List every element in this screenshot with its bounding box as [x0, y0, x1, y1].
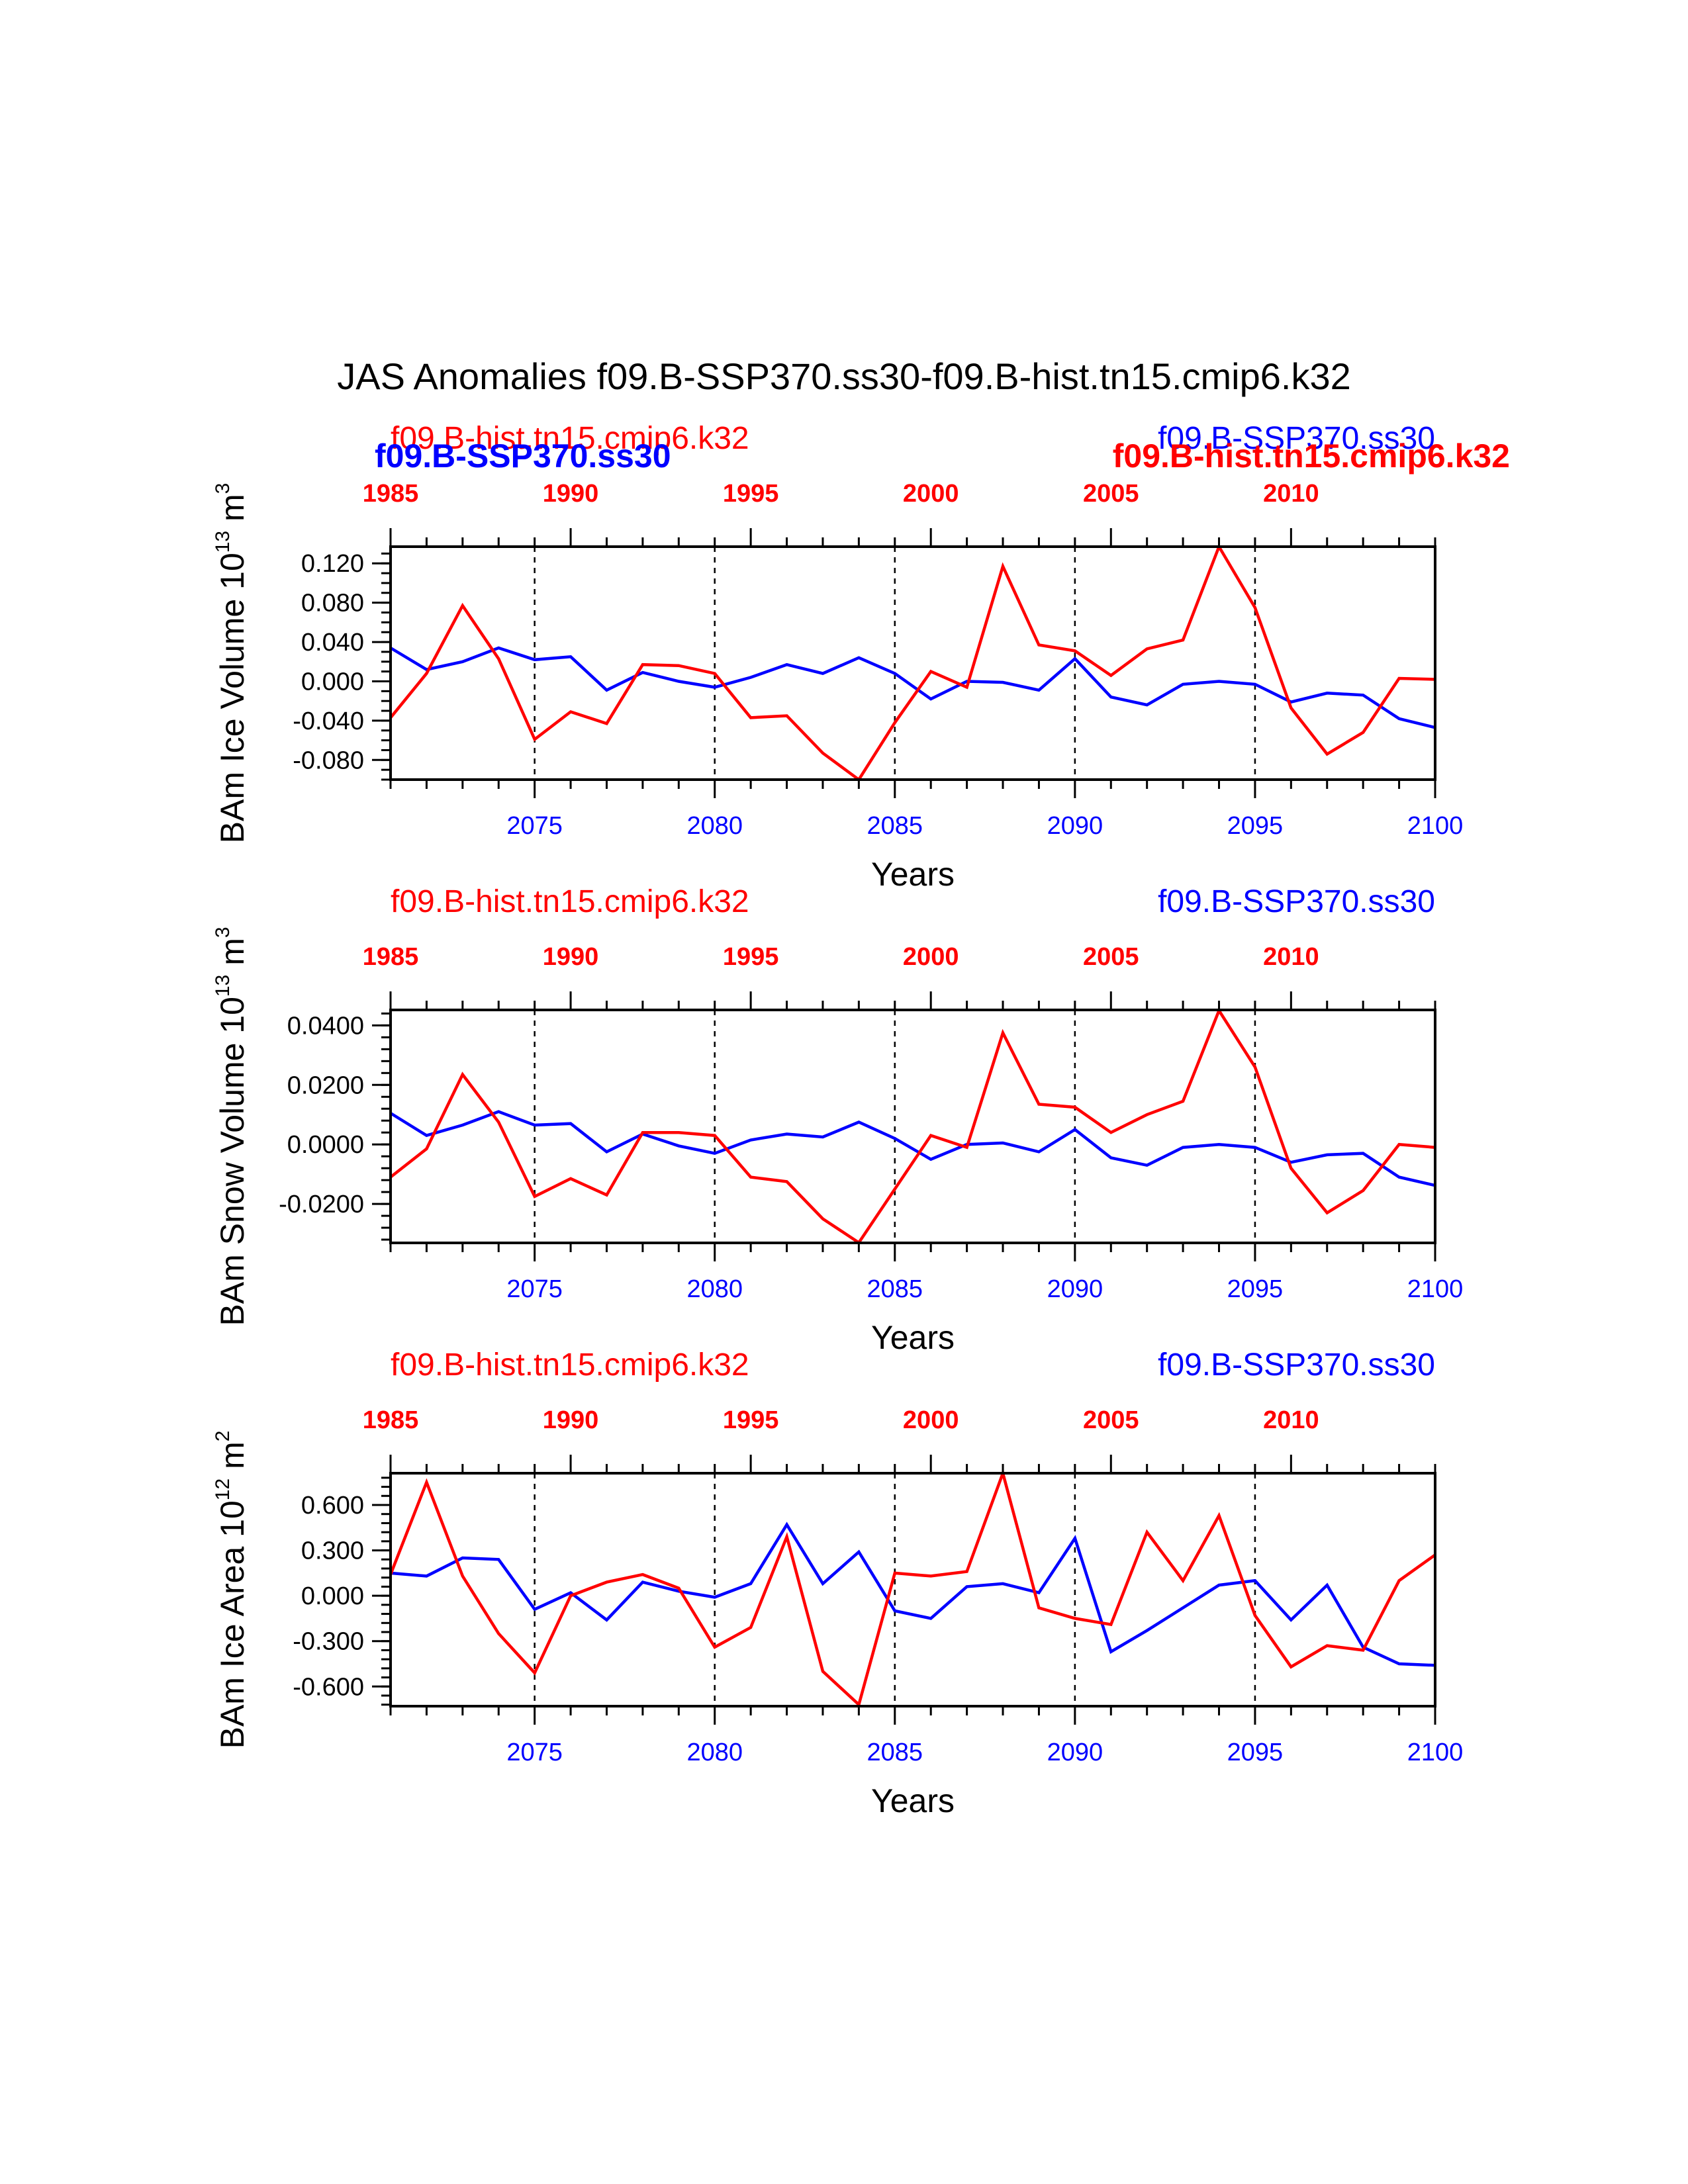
y-axis-label-ylabel-unit-exp: 2: [212, 1431, 234, 1442]
top-tick-label-2005: 2005: [1083, 1406, 1139, 1434]
series-line-ssp: [389, 1110, 1436, 1187]
series-line-ssp: [390, 1522, 1436, 1667]
x-tick-label-2100: 2100: [1407, 812, 1464, 840]
top-tick-label-1995: 1995: [723, 1406, 779, 1434]
top-tick-label-2000: 2000: [903, 943, 959, 971]
panel-snow-volume: 2075 2080 2085 2090 2095 2100 1985 1990 1995 2000…: [212, 884, 1463, 1356]
x-tick-label-2090: 2090: [1047, 812, 1103, 840]
x-tick-label-2095: 2095: [1227, 1739, 1284, 1766]
series-line-hist: [389, 1007, 1436, 1245]
y-tick-label: 0.0400: [287, 1012, 364, 1040]
y-tick-label: 0.600: [301, 1492, 364, 1520]
series-line-ssp: [389, 646, 1436, 729]
y-tick-label: 0.300: [301, 1537, 364, 1565]
x-tick-label-2095: 2095: [1227, 812, 1284, 840]
case-label-ssp-right: f09.B-SSP370.ss30: [1158, 1347, 1435, 1383]
top-tick-label-1995: 1995: [723, 480, 779, 508]
y-axis-label-ylabel: BAm Ice Area 10: [214, 1500, 251, 1749]
y-tick-label: -0.300: [293, 1628, 364, 1656]
y-tick-label: 0.040: [301, 629, 364, 657]
x-axis-label: Years: [871, 1319, 955, 1356]
y-axis-label-ylabel-exp: 13: [212, 531, 234, 553]
x-tick-label-2100: 2100: [1407, 1739, 1464, 1766]
top-tick-label-2000: 2000: [903, 1406, 959, 1434]
top-tick-label-1990: 1990: [543, 943, 599, 971]
x-tick-label-2085: 2085: [867, 1739, 923, 1766]
y-axis-label: BAm Snow Volume 1013 m3: [212, 927, 251, 1326]
y-axis-label-ylabel-exp: 13: [212, 975, 234, 997]
case-label-ssp-right: f09.B-SSP370.ss30: [1158, 884, 1435, 919]
y-tick-label: -0.600: [293, 1673, 364, 1701]
top-tick-label-1985: 1985: [363, 480, 419, 508]
case-label-ssp-left-overlap: f09.B-SSP370.ss30: [375, 437, 671, 475]
x-tick-label-2100: 2100: [1407, 1275, 1464, 1303]
series-line-hist: [389, 543, 1436, 782]
case-label-hist-left: f09.B-hist.tn15.cmip6.k32: [391, 884, 749, 919]
x-axis-label: Years: [871, 856, 955, 893]
top-tick-label-2005: 2005: [1083, 480, 1139, 508]
x-tick-label-2090: 2090: [1047, 1275, 1103, 1303]
plot-frame: [389, 1472, 1436, 1707]
y-tick-label: 0.000: [301, 1582, 364, 1610]
x-tick-label-2080: 2080: [686, 1739, 743, 1766]
x-tick-label-2080: 2080: [686, 1275, 743, 1303]
case-label-hist-right-overlap: f09.B-hist.tn15.cmip6.k32: [1113, 437, 1510, 475]
y-tick-label: 0.120: [301, 550, 364, 578]
plot-frame: [389, 1009, 1436, 1244]
panel-ice-area: 2075 2080 2085 2090 2095 2100 1985 1990 1995 2000…: [212, 1347, 1463, 1819]
top-tick-label-2000: 2000: [903, 480, 959, 508]
y-tick-label: -0.0200: [279, 1191, 364, 1218]
y-axis-label-unit: m: [214, 494, 251, 531]
y-axis-label-ylabel: BAm Snow Volume 10: [214, 997, 251, 1326]
top-tick-label-1985: 1985: [363, 943, 419, 971]
y-axis-label-unit: m: [214, 938, 251, 975]
y-tick-label: 0.0200: [287, 1071, 364, 1099]
case-label-hist-left: f09.B-hist.tn15.cmip6.k32: [391, 1347, 749, 1383]
case-label-ssp-right: f09.B-SSP370.ss30: [1158, 421, 1435, 456]
x-tick-label-2075: 2075: [506, 1739, 563, 1766]
x-tick-label-2085: 2085: [867, 812, 923, 840]
y-axis-label-ylabel-exp: 12: [212, 1479, 234, 1500]
top-tick-label-1985: 1985: [363, 1406, 419, 1434]
y-axis-label-ylabel-unit-exp: 3: [212, 483, 234, 494]
y-axis-label: BAm Ice Volume 1013 m3: [212, 483, 251, 844]
x-tick-label-2075: 2075: [506, 1275, 563, 1303]
y-tick-label: 0.000: [301, 668, 364, 696]
x-tick-label-2085: 2085: [867, 1275, 923, 1303]
figure-title: JAS Anomalies f09.B-SSP370.ss30-f09.B-hi…: [337, 355, 1350, 397]
top-tick-label-2010: 2010: [1263, 1406, 1319, 1434]
y-axis-label: BAm Ice Area 1012 m2: [212, 1431, 251, 1749]
top-tick-label-1990: 1990: [543, 480, 599, 508]
x-tick-label-2080: 2080: [686, 812, 743, 840]
x-axis-label: Years: [871, 1782, 955, 1819]
top-tick-label-1990: 1990: [543, 1406, 599, 1434]
y-tick-label: 0.080: [301, 590, 364, 617]
y-axis-label-ylabel: BAm Ice Volume 10: [214, 553, 251, 843]
top-tick-label-2005: 2005: [1083, 943, 1139, 971]
x-tick-label-2095: 2095: [1227, 1275, 1284, 1303]
x-tick-label-2090: 2090: [1047, 1739, 1103, 1766]
y-axis-label-unit: m: [214, 1441, 251, 1479]
top-tick-label-2010: 2010: [1263, 480, 1319, 508]
chart-panels: 2075 2080 2085 2090 2095 2100 1985 1990 1995 2000…: [212, 421, 1510, 1819]
top-tick-label-2010: 2010: [1263, 943, 1319, 971]
x-tick-label-2075: 2075: [506, 812, 563, 840]
y-tick-label: 0.0000: [287, 1131, 364, 1159]
y-axis-label-ylabel-unit-exp: 3: [212, 927, 234, 938]
case-label-hist-left: f09.B-hist.tn15.cmip6.k32: [391, 421, 749, 456]
plot-frame: [389, 545, 1436, 781]
top-tick-label-1995: 1995: [723, 943, 779, 971]
series-line-hist: [389, 1468, 1436, 1707]
panel-ice-volume: 2075 2080 2085 2090 2095 2100 1985 1990 1995 2000…: [212, 421, 1510, 893]
y-tick-label: -0.080: [293, 747, 364, 774]
y-tick-label: -0.040: [293, 707, 364, 735]
